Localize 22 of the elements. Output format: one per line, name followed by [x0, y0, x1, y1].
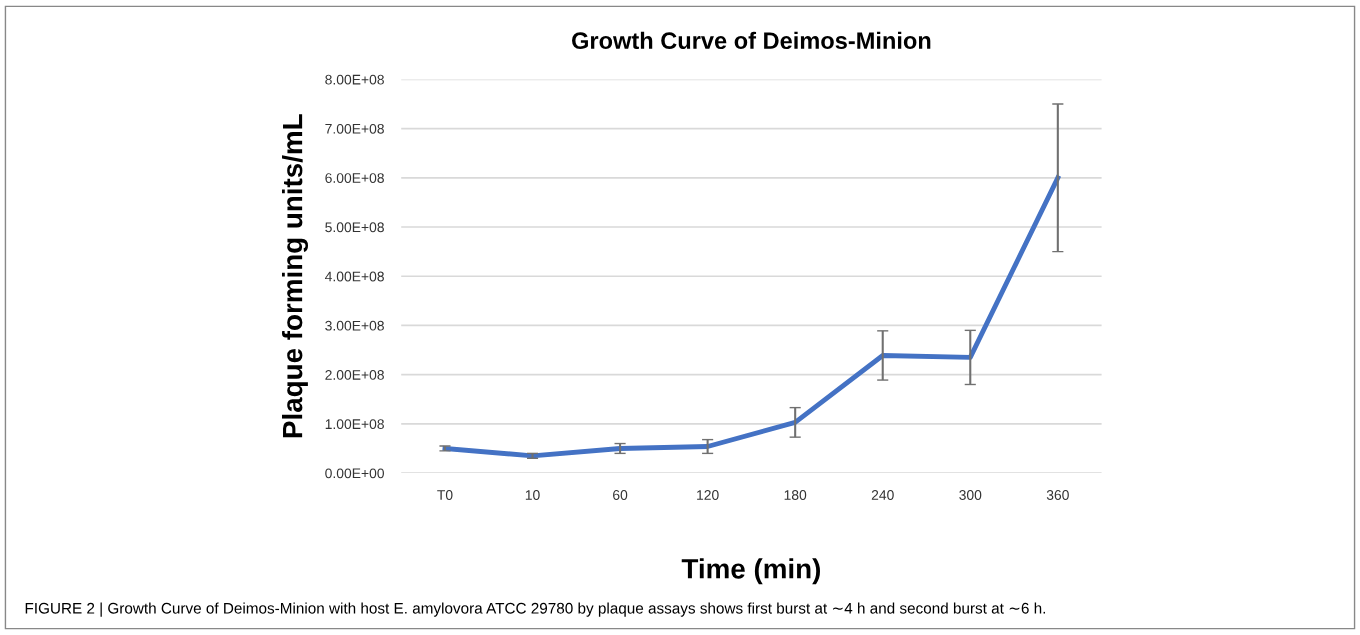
- x-tick-label: 10: [525, 490, 540, 500]
- y-tick-label: 3.00E+08: [325, 320, 384, 331]
- y-tick-label: 4.00E+08: [325, 271, 384, 282]
- x-tick-label: 300: [959, 490, 982, 500]
- y-tick-label: 2.00E+08: [325, 369, 384, 380]
- line-series: [442, 175, 1061, 459]
- chart-title: Growth Curve of Deimos-Minion: [572, 31, 931, 50]
- y-tick-label: 5.00E+08: [325, 222, 384, 233]
- x-tick-label: 360: [1046, 490, 1069, 500]
- y-axis-title: Plaque forming units/mL: [282, 114, 309, 438]
- x-axis-title: Time (min): [681, 558, 820, 585]
- x-tick-label: 180: [784, 490, 807, 500]
- x-tick-label: 60: [613, 490, 628, 500]
- x-tick-label: 240: [871, 490, 894, 500]
- y-tick-label: 0.00E+00: [325, 468, 384, 479]
- y-tick-label: 7.00E+08: [325, 123, 384, 134]
- caption: FIGURE 2 | Growth Curve of Deimos-Minion with host E. amylovora ATCC 29780 by plaque assays shows first burst at ∼4 h and second burst at ∼6 h.: [25, 602, 1046, 617]
- y-tick-label: 6.00E+08: [325, 173, 384, 183]
- x-tick-label: T0: [437, 490, 453, 500]
- x-tick-label: 120: [697, 490, 719, 500]
- y-tick-label: 1.00E+08: [325, 419, 384, 430]
- y-tick-label: 8.00E+08: [325, 74, 384, 85]
